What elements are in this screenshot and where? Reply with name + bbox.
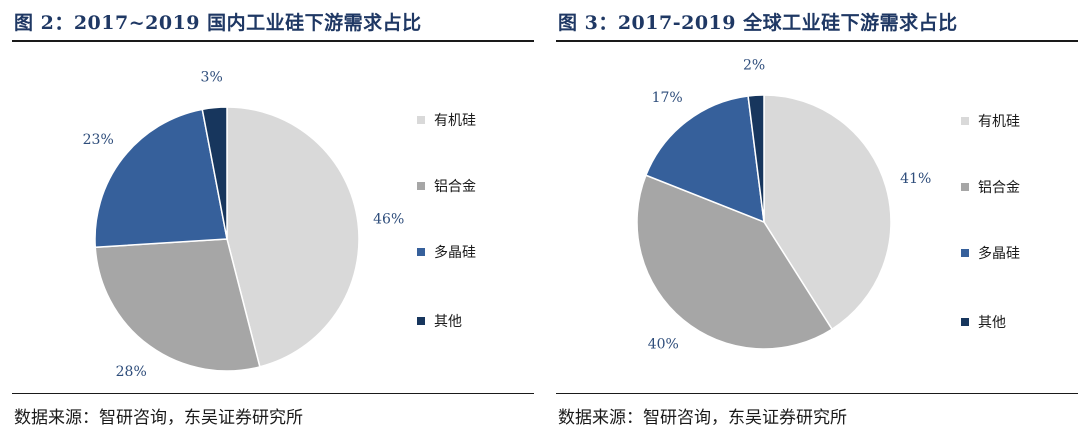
pie-slice-2 bbox=[94, 238, 261, 372]
legend-label: 有机硅 bbox=[978, 114, 1020, 130]
pie-slice-4 bbox=[201, 106, 228, 240]
pie-slice-4 bbox=[747, 94, 765, 223]
chart-panel-global: 图 3：2017-2019 全球工业硅下游需求占比 41% 40% 17% 2% 有机硅… bbox=[556, 0, 1078, 434]
chart-title: 图 2：2017~2019 国内工业硅下游需求占比 bbox=[14, 12, 422, 34]
legend-label: 多晶硅 bbox=[434, 244, 476, 261]
title-rule bbox=[556, 40, 1078, 42]
legend-swatch bbox=[417, 182, 425, 190]
legend-label: 铝合金 bbox=[978, 180, 1020, 196]
legend-swatch bbox=[961, 249, 969, 257]
slice-label: 46% bbox=[373, 212, 404, 228]
title-rule bbox=[12, 40, 534, 42]
legend-label: 铝合金 bbox=[434, 179, 476, 195]
legend-label: 有机硅 bbox=[434, 113, 476, 129]
legend-swatch bbox=[961, 183, 969, 191]
legend-swatch bbox=[417, 248, 425, 256]
slice-label: 40% bbox=[648, 337, 679, 353]
legend-label: 多晶硅 bbox=[978, 245, 1020, 262]
pie-slice-3 bbox=[94, 108, 228, 249]
chart-panel-domestic: 图 2：2017~2019 国内工业硅下游需求占比 46% 28% 23% 3% 有机硅… bbox=[12, 0, 534, 434]
legend-swatch bbox=[961, 318, 969, 326]
slice-label: 23% bbox=[83, 132, 114, 148]
pie-slice-2 bbox=[636, 174, 834, 350]
slice-label: 28% bbox=[116, 364, 147, 380]
source-note: 数据来源：智研咨询，东吴证券研究所 bbox=[558, 408, 847, 428]
legend-label: 其他 bbox=[434, 314, 462, 330]
slice-label: 41% bbox=[900, 171, 931, 187]
legend-swatch bbox=[961, 117, 969, 125]
source-rule bbox=[12, 393, 534, 394]
slice-label: 3% bbox=[201, 70, 223, 86]
source-rule bbox=[556, 393, 1078, 394]
chart-title: 图 3：2017-2019 全球工业硅下游需求占比 bbox=[558, 12, 958, 34]
legend-swatch bbox=[417, 116, 425, 124]
slice-label: 17% bbox=[652, 90, 683, 106]
pie-slice-3 bbox=[644, 95, 765, 224]
legend-swatch bbox=[417, 317, 425, 325]
pie-slice-1 bbox=[226, 106, 360, 368]
slice-label: 2% bbox=[743, 57, 765, 73]
legend-label: 其他 bbox=[978, 315, 1006, 331]
source-note: 数据来源：智研咨询，东吴证券研究所 bbox=[14, 408, 303, 428]
